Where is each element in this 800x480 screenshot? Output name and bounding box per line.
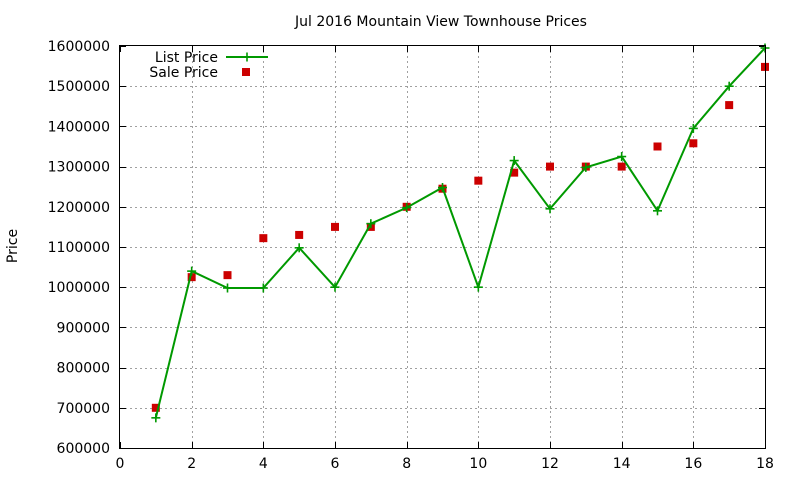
- y-tick-label: 1100000: [48, 240, 110, 256]
- series-list-price: [151, 43, 770, 423]
- sale-price-point: [689, 139, 698, 148]
- y-tick-label: 700000: [57, 401, 110, 417]
- x-tick-label: 0: [116, 456, 125, 472]
- list-price-point: [223, 283, 232, 293]
- x-tick-label: 8: [402, 456, 411, 472]
- y-tick-label: 1300000: [48, 160, 110, 176]
- list-price-point: [688, 123, 698, 133]
- y-tick-label: 1000000: [48, 280, 110, 296]
- legend-marker-sale-price: [242, 68, 250, 76]
- x-tick-label: 12: [541, 456, 559, 472]
- y-axis-label: Price: [5, 229, 21, 263]
- list-price-line: [154, 47, 766, 419]
- list-price-point: [151, 413, 161, 423]
- list-price-point: [581, 162, 591, 172]
- legend-label-list-price: List Price: [155, 50, 218, 66]
- list-price-point: [294, 243, 304, 253]
- x-tick-label: 4: [259, 456, 268, 472]
- sale-price-point: [295, 230, 304, 239]
- list-price-point: [438, 183, 447, 193]
- series-layer: [151, 43, 770, 423]
- sale-price-point: [546, 162, 554, 171]
- y-tick-label: 1600000: [48, 39, 110, 55]
- sale-price-point: [653, 142, 662, 151]
- tick-labels: 0 2 4 6 8 10 12 14 16 18 600000 700000 800000 900000 1…: [48, 39, 774, 472]
- x-tick-label: 14: [613, 456, 631, 472]
- list-price-point: [366, 219, 376, 229]
- y-tick-label: 900000: [57, 320, 110, 336]
- list-price-point: [402, 203, 412, 213]
- y-tick-label: 600000: [57, 441, 110, 457]
- plot-frame: [119, 45, 766, 449]
- list-price-point: [545, 204, 555, 214]
- list-price-point: [330, 282, 340, 292]
- sale-price-point: [151, 403, 160, 412]
- y-tick-label: 1500000: [48, 79, 110, 95]
- sale-price-point: [259, 234, 268, 243]
- x-tick-label: 16: [684, 456, 702, 472]
- axis-ticks: [120, 46, 766, 449]
- sale-price-point: [331, 222, 339, 231]
- list-price-point: [509, 156, 519, 166]
- sale-price-point: [187, 273, 196, 282]
- list-price-point: [653, 206, 662, 216]
- list-price-point: [258, 283, 268, 293]
- sale-price-point: [725, 101, 734, 110]
- x-tick-label: 6: [331, 456, 340, 472]
- y-tick-label: 800000: [57, 361, 110, 377]
- legend: List Price Sale Price: [149, 50, 268, 81]
- sale-price-point: [474, 176, 483, 185]
- legend-marker-list-price: [242, 52, 252, 62]
- list-price-point: [724, 81, 734, 91]
- x-tick-label: 10: [469, 456, 487, 472]
- sale-price-point: [617, 162, 626, 171]
- list-price-point: [187, 266, 197, 276]
- x-tick-label: 2: [187, 456, 196, 472]
- y-tick-label: 1400000: [48, 119, 110, 135]
- sale-price-point: [510, 168, 519, 177]
- chart-title: Jul 2016 Mountain View Townhouse Prices: [294, 14, 587, 30]
- y-tick-label: 1200000: [48, 200, 110, 216]
- list-price-point: [617, 152, 627, 162]
- sale-price-point: [223, 271, 232, 280]
- legend-label-sale-price: Sale Price: [149, 65, 218, 81]
- x-tick-label: 18: [756, 456, 774, 472]
- list-price-point: [473, 282, 483, 292]
- grid: [120, 46, 765, 448]
